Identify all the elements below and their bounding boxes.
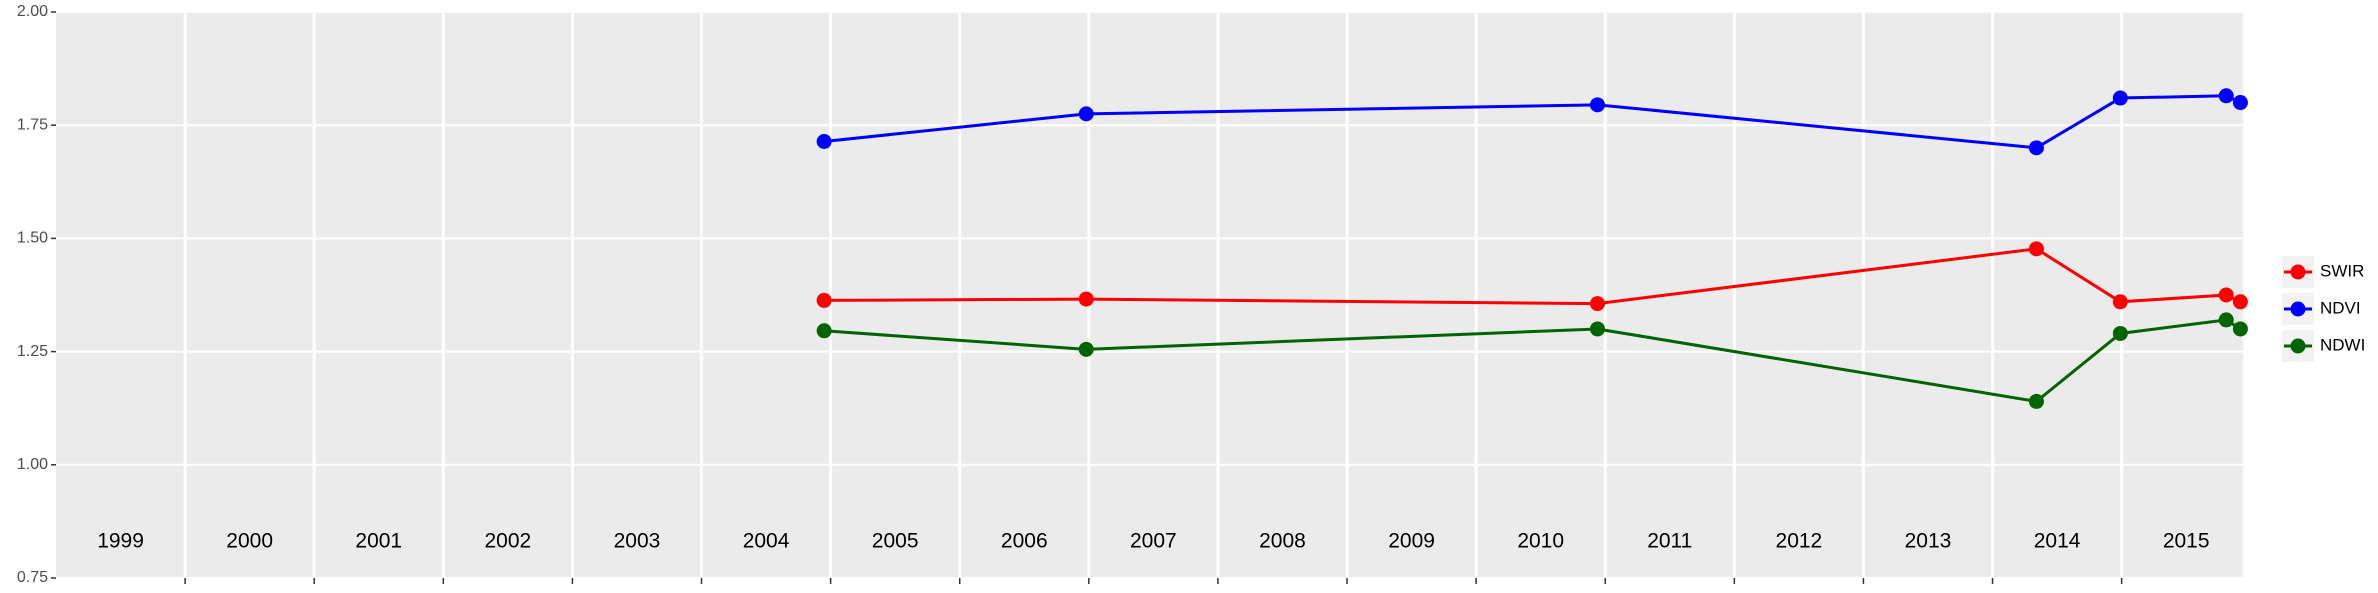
year-label: 2004 — [743, 529, 790, 552]
data-point — [1589, 296, 1605, 312]
data-point — [1589, 97, 1605, 113]
data-point — [2232, 294, 2248, 310]
year-label: 2015 — [2163, 529, 2210, 552]
year-label: 2007 — [1130, 529, 1177, 552]
y-tick-label: 0.75 — [17, 569, 48, 586]
year-label: 2013 — [1905, 529, 1952, 552]
data-point — [816, 323, 832, 339]
data-point — [1078, 106, 1094, 122]
year-label: 2005 — [872, 529, 919, 552]
data-point — [2028, 393, 2044, 409]
year-label: 2002 — [485, 529, 532, 552]
legend-label: SWIR — [2320, 261, 2364, 280]
data-point — [2028, 241, 2044, 257]
data-point — [2232, 95, 2248, 111]
year-label: 2008 — [1259, 529, 1306, 552]
data-point — [2112, 325, 2128, 341]
data-point — [2112, 294, 2128, 310]
y-tick-label: 1.25 — [17, 343, 48, 360]
year-label: 1999 — [97, 529, 144, 552]
data-point — [2232, 321, 2248, 337]
y-tick-label: 1.00 — [17, 456, 48, 473]
legend-key-point — [2290, 301, 2306, 317]
y-tick-label: 2.00 — [17, 3, 48, 20]
year-label: 2001 — [355, 529, 402, 552]
data-point — [2112, 90, 2128, 106]
year-label: 2010 — [1517, 529, 1564, 552]
data-point — [1589, 321, 1605, 337]
data-point — [2028, 140, 2044, 156]
data-point — [816, 134, 832, 150]
year-label: 2009 — [1388, 529, 1435, 552]
legend-label: NDVI — [2320, 298, 2361, 317]
year-label: 2011 — [1647, 529, 1692, 552]
data-point — [2218, 287, 2234, 303]
plot-panel — [56, 12, 2243, 578]
year-label: 2003 — [614, 529, 661, 552]
legend-label: NDWI — [2320, 335, 2365, 354]
year-label: 2014 — [2034, 529, 2081, 552]
legend-key-point — [2290, 338, 2306, 354]
y-tick-label: 1.75 — [17, 116, 48, 133]
data-point — [1078, 291, 1094, 307]
y-tick-label: 1.50 — [17, 230, 48, 247]
year-label: 2012 — [1776, 529, 1823, 552]
data-point — [816, 292, 832, 308]
data-point — [1078, 341, 1094, 357]
data-point — [2218, 312, 2234, 328]
year-label: 2006 — [1001, 529, 1048, 552]
legend-key-point — [2290, 264, 2306, 280]
year-label: 2000 — [226, 529, 273, 552]
data-point — [2218, 88, 2234, 104]
